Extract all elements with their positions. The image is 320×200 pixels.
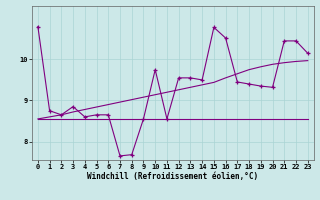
X-axis label: Windchill (Refroidissement éolien,°C): Windchill (Refroidissement éolien,°C) [87, 172, 258, 181]
